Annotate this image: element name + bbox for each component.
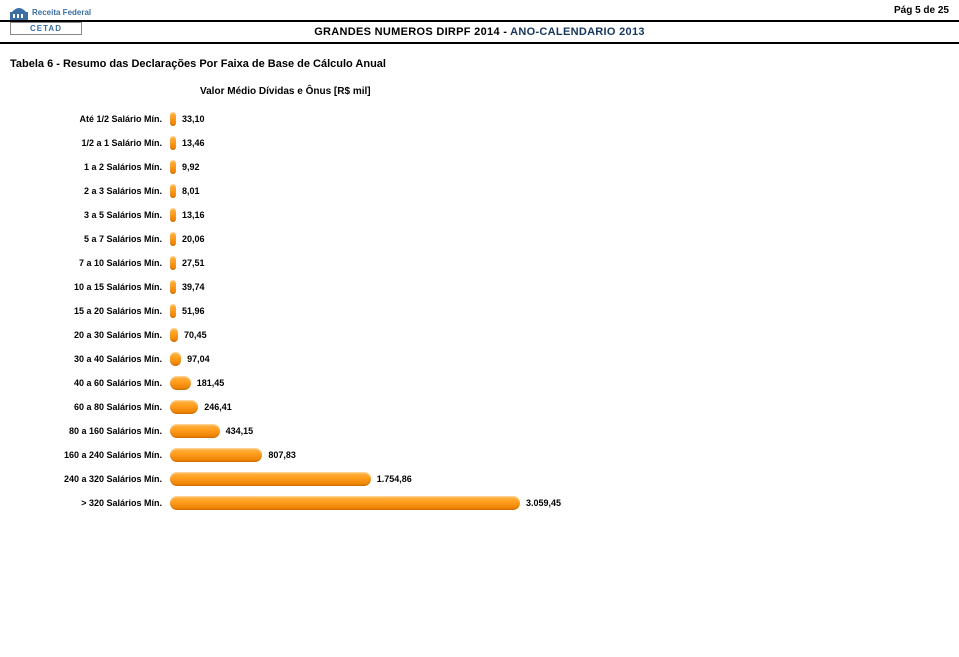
- bar-cell: 33,10: [170, 111, 959, 127]
- bar-value: 13,46: [182, 135, 205, 151]
- row-label: 1 a 2 Salários Mín.: [0, 162, 170, 172]
- bar-value: 434,15: [226, 423, 254, 439]
- row-label: 15 a 20 Salários Mín.: [0, 306, 170, 316]
- bar: [170, 424, 220, 438]
- chart-row: 240 a 320 Salários Mín. 1.754,86: [0, 467, 959, 491]
- bar: [170, 256, 176, 270]
- bar-value: 3.059,45: [526, 495, 561, 511]
- bar: [170, 448, 262, 462]
- logo-receita-federal: Receita Federal: [10, 6, 100, 20]
- bar: [170, 208, 176, 222]
- bar-cell: 9,92: [170, 159, 959, 175]
- bar: [170, 496, 520, 510]
- bar-cell: 39,74: [170, 279, 959, 295]
- table-caption: Tabela 6 - Resumo das Declarações Por Fa…: [10, 58, 386, 70]
- bar: [170, 160, 176, 174]
- row-label: 1/2 a 1 Salário Mín.: [0, 138, 170, 148]
- bar-value: 97,04: [187, 351, 210, 367]
- bar-cell: 434,15: [170, 423, 959, 439]
- bar-cell: 20,06: [170, 231, 959, 247]
- bar: [170, 280, 176, 294]
- bar-cell: 51,96: [170, 303, 959, 319]
- chart-row: 5 a 7 Salários Mín. 20,06: [0, 227, 959, 251]
- chart-row: 30 a 40 Salários Mín. 97,04: [0, 347, 959, 371]
- bar-cell: 181,45: [170, 375, 959, 391]
- chart-row: 40 a 60 Salários Mín. 181,45: [0, 371, 959, 395]
- row-label: 80 a 160 Salários Mín.: [0, 426, 170, 436]
- row-label: 240 a 320 Salários Mín.: [0, 474, 170, 484]
- row-label: 30 a 40 Salários Mín.: [0, 354, 170, 364]
- chart-row: 15 a 20 Salários Mín. 51,96: [0, 299, 959, 323]
- chart-row: 10 a 15 Salários Mín. 39,74: [0, 275, 959, 299]
- header-title-right: ANO-CALENDARIO 2013: [510, 26, 645, 38]
- chart-row: 1 a 2 Salários Mín. 9,92: [0, 155, 959, 179]
- bar: [170, 304, 176, 318]
- bar-value: 20,06: [182, 231, 205, 247]
- header-bar: GRANDES NUMEROS DIRPF 2014 - ANO-CALENDA…: [0, 20, 959, 44]
- bar-cell: 97,04: [170, 351, 959, 367]
- chart-row: 20 a 30 Salários Mín. 70,45: [0, 323, 959, 347]
- chart-container: Valor Médio Dívidas e Ônus [R$ mil] Até …: [0, 86, 959, 515]
- bar: [170, 232, 176, 246]
- bar-cell: 3.059,45: [170, 495, 959, 511]
- chart-row: 1/2 a 1 Salário Mín. 13,46: [0, 131, 959, 155]
- bar-cell: 13,46: [170, 135, 959, 151]
- chart-row: 7 a 10 Salários Mín. 27,51: [0, 251, 959, 275]
- bar-value: 8,01: [182, 183, 200, 199]
- page-indicator: Pág 5 de 25: [894, 5, 949, 16]
- row-label: 5 a 7 Salários Mín.: [0, 234, 170, 244]
- row-label: > 320 Salários Mín.: [0, 498, 170, 508]
- bar: [170, 400, 198, 414]
- bar-value: 9,92: [182, 159, 200, 175]
- bar-cell: 27,51: [170, 255, 959, 271]
- rf-emblem-icon: [10, 6, 28, 20]
- chart-row: > 320 Salários Mín. 3.059,45: [0, 491, 959, 515]
- chart-row: 80 a 160 Salários Mín. 434,15: [0, 419, 959, 443]
- bar-value: 27,51: [182, 255, 205, 271]
- header-title: GRANDES NUMEROS DIRPF 2014 - ANO-CALENDA…: [314, 26, 645, 38]
- row-label: 40 a 60 Salários Mín.: [0, 378, 170, 388]
- chart-title: Valor Médio Dívidas e Ônus [R$ mil]: [200, 86, 959, 97]
- chart-row: Até 1/2 Salário Mín. 33,10: [0, 107, 959, 131]
- row-label: 60 a 80 Salários Mín.: [0, 402, 170, 412]
- bar: [170, 184, 176, 198]
- bar-cell: 246,41: [170, 399, 959, 415]
- header-title-left: GRANDES NUMEROS DIRPF 2014 -: [314, 26, 510, 38]
- bar-cell: 1.754,86: [170, 471, 959, 487]
- row-label: 20 a 30 Salários Mín.: [0, 330, 170, 340]
- bar-value: 51,96: [182, 303, 205, 319]
- chart-rows: Até 1/2 Salário Mín. 33,10 1/2 a 1 Salário…: [0, 107, 959, 515]
- bar-value: 70,45: [184, 327, 207, 343]
- bar-value: 1.754,86: [377, 471, 412, 487]
- row-label: 3 a 5 Salários Mín.: [0, 210, 170, 220]
- bar-cell: 8,01: [170, 183, 959, 199]
- logo-rf-text: Receita Federal: [32, 9, 91, 17]
- bar-cell: 70,45: [170, 327, 959, 343]
- chart-row: 3 a 5 Salários Mín. 13,16: [0, 203, 959, 227]
- bar-value: 807,83: [268, 447, 296, 463]
- row-label: 10 a 15 Salários Mín.: [0, 282, 170, 292]
- bar: [170, 352, 181, 366]
- bar: [170, 472, 371, 486]
- bar-cell: 13,16: [170, 207, 959, 223]
- bar: [170, 328, 178, 342]
- bar-value: 181,45: [197, 375, 225, 391]
- row-label: 7 a 10 Salários Mín.: [0, 258, 170, 268]
- bar: [170, 112, 176, 126]
- bar-value: 13,16: [182, 207, 205, 223]
- bar-value: 39,74: [182, 279, 205, 295]
- row-label: 160 a 240 Salários Mín.: [0, 450, 170, 460]
- bar-value: 33,10: [182, 111, 205, 127]
- row-label: 2 a 3 Salários Mín.: [0, 186, 170, 196]
- chart-row: 60 a 80 Salários Mín. 246,41: [0, 395, 959, 419]
- bar: [170, 136, 176, 150]
- bar-value: 246,41: [204, 399, 232, 415]
- bar: [170, 376, 191, 390]
- row-label: Até 1/2 Salário Mín.: [0, 114, 170, 124]
- chart-row: 2 a 3 Salários Mín. 8,01: [0, 179, 959, 203]
- chart-row: 160 a 240 Salários Mín. 807,83: [0, 443, 959, 467]
- bar-cell: 807,83: [170, 447, 959, 463]
